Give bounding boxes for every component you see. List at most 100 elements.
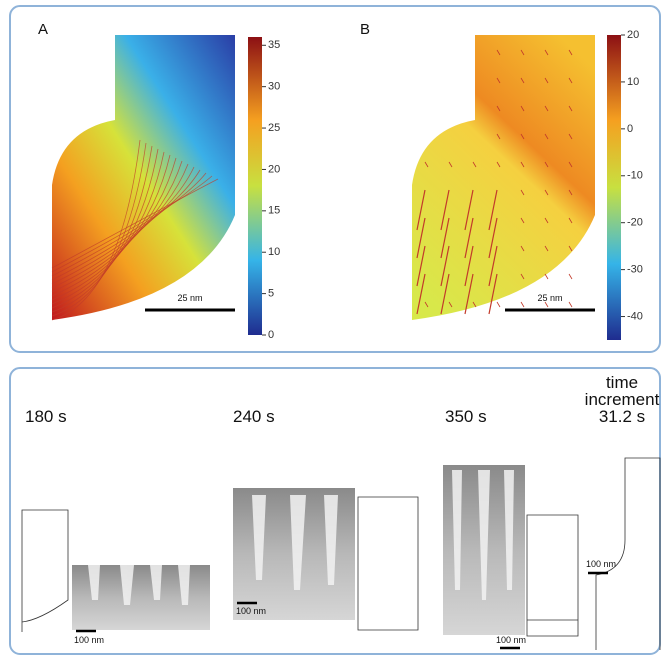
arrow [416, 189, 426, 231]
arrow [568, 161, 573, 168]
arrow [568, 133, 573, 140]
arrow [488, 217, 498, 259]
colorbar-tick-label: -20 [627, 217, 643, 229]
arrow [496, 49, 501, 56]
colorbar-tick-label: 10 [627, 76, 639, 88]
arrow [416, 217, 426, 259]
arrow [488, 189, 498, 231]
arrow [440, 245, 450, 287]
arrow [544, 273, 549, 280]
arrow [544, 105, 549, 112]
profile [21, 509, 69, 632]
field-line [51, 163, 189, 289]
colorbar-tick-label: 5 [268, 288, 274, 300]
time-label: 180 s [25, 407, 67, 426]
arrow [520, 49, 525, 56]
colorbar [248, 37, 262, 335]
arrow [568, 217, 573, 224]
arrow [520, 77, 525, 84]
arrow [440, 217, 450, 259]
profile [595, 457, 661, 650]
profile [526, 514, 579, 637]
colorbar-tick-label: 35 [268, 39, 280, 51]
colorbar-tick-label: 30 [268, 81, 280, 93]
field-a [52, 35, 235, 320]
arrow [488, 273, 498, 315]
field-line [51, 175, 213, 273]
arrow [544, 189, 549, 196]
profile [357, 496, 419, 631]
colorbar-tick-label: 20 [627, 29, 639, 41]
arrow [472, 161, 477, 168]
arrow [568, 189, 573, 196]
arrow [520, 273, 525, 280]
arrow [544, 133, 549, 140]
arrow [440, 189, 450, 231]
arrow [520, 189, 525, 196]
arrow [520, 105, 525, 112]
arrow [544, 77, 549, 84]
scale-label: 25 nm [537, 293, 562, 303]
arrow [544, 161, 549, 168]
arrow [424, 301, 429, 308]
field-line [51, 172, 207, 277]
colorbar-tick-label: 10 [268, 246, 280, 258]
scale-label: 100 nm [496, 635, 526, 645]
time-label: time increment 31.2 s [585, 373, 660, 426]
arrow [416, 273, 426, 315]
colorbar [607, 35, 621, 340]
colorbar-tick-label: 15 [268, 205, 280, 217]
arrow [568, 301, 573, 308]
arrow [520, 217, 525, 224]
arrow [544, 245, 549, 252]
scale-label: 100 nm [236, 606, 266, 616]
arrow [440, 273, 450, 315]
arrow [496, 133, 501, 140]
colorbar-tick-label: 0 [268, 329, 274, 341]
arrow [544, 49, 549, 56]
colorbar-tick-label: -10 [627, 170, 643, 182]
arrow [488, 245, 498, 287]
arrow [496, 105, 501, 112]
arrow [520, 133, 525, 140]
arrow [544, 301, 549, 308]
arrow [464, 273, 474, 315]
arrow [520, 245, 525, 252]
arrow [464, 217, 474, 259]
arrow [496, 301, 501, 308]
arrow [520, 301, 525, 308]
colorbar-tick-label: 20 [268, 163, 280, 175]
arrow [568, 273, 573, 280]
colorbar-tick-label: -40 [627, 310, 643, 322]
pore [252, 495, 338, 590]
field-line [51, 166, 195, 285]
colorbar-tick-label: -30 [627, 264, 643, 276]
arrow [416, 245, 426, 287]
field-line [51, 160, 183, 293]
arrow [568, 77, 573, 84]
arrow [472, 301, 477, 308]
arrow [568, 49, 573, 56]
arrow [568, 105, 573, 112]
time-label: 240 s [233, 407, 275, 426]
scale-label: 25 nm [177, 293, 202, 303]
field-b [412, 35, 595, 320]
arrow [520, 161, 525, 168]
arrow [496, 77, 501, 84]
panel-label: B [360, 21, 370, 38]
field-line [51, 145, 153, 313]
panel-label: A [38, 21, 48, 38]
arrow [496, 161, 501, 168]
arrow [448, 161, 453, 168]
field-line [51, 178, 219, 269]
arrow [448, 301, 453, 308]
arrow [568, 245, 573, 252]
arrow [464, 189, 474, 231]
pore [452, 470, 514, 600]
scale-label: 100 nm [586, 559, 616, 569]
colorbar-tick-label: 25 [268, 122, 280, 134]
scale-label: 100 nm [74, 635, 104, 645]
field-line [51, 169, 201, 281]
arrow [544, 217, 549, 224]
time-label: 350 s [445, 407, 487, 426]
